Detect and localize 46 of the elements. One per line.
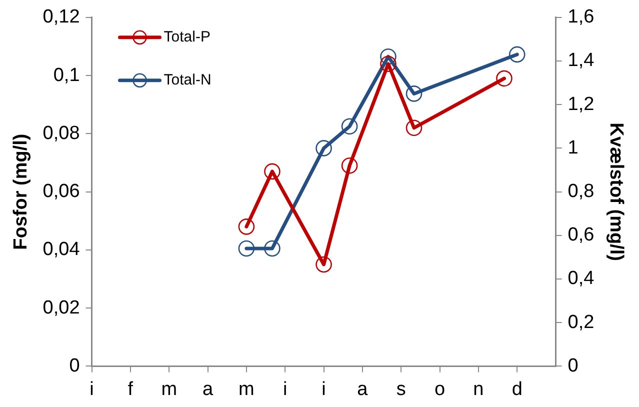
y2-tick-label: 1 (568, 137, 578, 158)
y-tick-label: 0,04 (42, 239, 80, 260)
y2-tick-label: 0,6 (568, 224, 594, 246)
x-tick-label: m (238, 378, 254, 400)
x-tick-label: s (396, 378, 406, 400)
point (316, 256, 332, 273)
point (380, 48, 396, 65)
legend-label: Total-P (164, 28, 210, 46)
x-tick-label: i (322, 378, 326, 400)
y-tick-label: 0,1 (53, 64, 80, 86)
y2-tick-label: 1,6 (568, 6, 594, 28)
y2-tick-label: 0,4 (568, 268, 595, 290)
y2-axis-title: Kvælstof (mg/l) (605, 122, 626, 261)
y-tick-label: 0,06 (42, 181, 80, 202)
y-tick-label: 0,12 (42, 6, 80, 28)
y2-tick-label: 0,2 (568, 312, 594, 333)
x-tick-label: o (434, 378, 446, 400)
point (406, 86, 422, 102)
x-tick-label: a (357, 378, 368, 400)
y-tick-label: 0,08 (42, 122, 80, 144)
point (341, 118, 358, 135)
y2-tick-label: 0,8 (568, 181, 594, 202)
x-tick-label: f (128, 378, 134, 400)
point (238, 218, 255, 235)
x-tick-label: n (473, 378, 484, 400)
x-tick-label: d (512, 378, 522, 400)
legend-label: Total-N (164, 72, 212, 89)
y-tick-label: 0 (69, 355, 80, 376)
point (264, 163, 280, 180)
y-axis-title: Fosfor (mg/l) (10, 134, 32, 250)
y2-tick-label: 1,4 (568, 50, 595, 72)
point (264, 240, 280, 257)
point (238, 240, 255, 257)
x-tick-label: m (161, 378, 178, 400)
point (508, 46, 526, 63)
point (496, 70, 512, 87)
point (341, 157, 358, 174)
y-tick-label: 0,02 (42, 297, 80, 318)
y2-tick-label: 0 (568, 355, 578, 376)
x-tick-label: i (90, 378, 94, 400)
point (316, 140, 332, 156)
x-tick-label: a (202, 378, 214, 400)
point (406, 120, 422, 136)
point (380, 56, 396, 72)
y2-tick-label: 1,2 (568, 94, 594, 115)
x-tick-label: i (283, 378, 288, 400)
